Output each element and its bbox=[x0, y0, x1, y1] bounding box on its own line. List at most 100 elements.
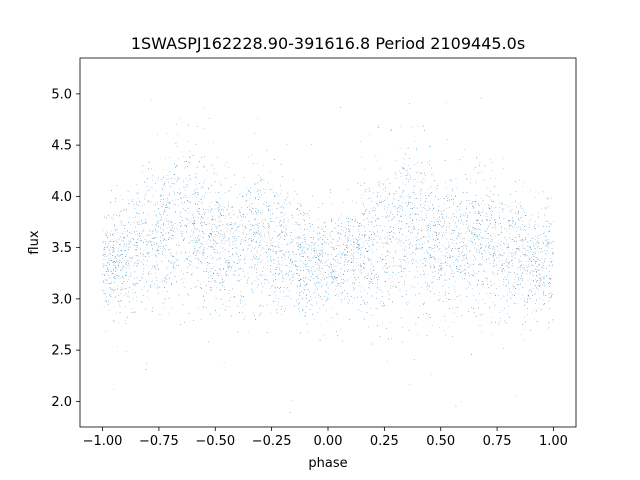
data-point bbox=[425, 276, 426, 278]
data-point bbox=[176, 228, 178, 229]
data-point bbox=[196, 268, 197, 269]
data-point bbox=[367, 281, 369, 282]
data-point bbox=[524, 255, 526, 256]
data-point bbox=[264, 283, 265, 285]
data-point bbox=[503, 211, 504, 213]
data-point bbox=[212, 263, 213, 264]
data-point bbox=[552, 254, 554, 255]
data-point bbox=[429, 254, 430, 255]
data-point bbox=[446, 217, 448, 218]
data-point bbox=[414, 185, 416, 186]
data-point bbox=[355, 268, 357, 270]
data-point bbox=[400, 126, 401, 127]
data-point bbox=[185, 258, 187, 259]
data-point bbox=[307, 228, 308, 230]
data-point bbox=[491, 254, 493, 255]
data-point bbox=[470, 241, 472, 242]
data-point bbox=[317, 275, 318, 277]
data-point bbox=[177, 225, 178, 226]
data-point bbox=[157, 264, 158, 265]
data-point bbox=[401, 214, 403, 216]
data-point bbox=[506, 230, 508, 232]
data-point bbox=[253, 258, 255, 259]
data-point bbox=[247, 239, 249, 241]
data-point bbox=[457, 261, 458, 263]
data-point bbox=[147, 244, 148, 245]
data-point bbox=[229, 306, 230, 307]
data-point bbox=[114, 251, 115, 252]
data-point bbox=[429, 146, 430, 147]
data-point bbox=[333, 281, 335, 283]
data-point bbox=[502, 248, 503, 250]
data-point bbox=[339, 252, 340, 254]
data-point bbox=[284, 278, 285, 280]
data-point bbox=[329, 264, 331, 265]
data-point bbox=[291, 239, 292, 240]
data-point bbox=[303, 280, 304, 281]
data-point bbox=[437, 273, 439, 275]
data-point bbox=[412, 245, 413, 246]
data-point bbox=[465, 233, 466, 234]
data-point bbox=[151, 255, 153, 256]
data-point bbox=[535, 224, 537, 225]
data-point bbox=[163, 169, 164, 170]
data-point bbox=[503, 243, 504, 245]
data-point bbox=[500, 247, 501, 249]
data-point bbox=[126, 264, 128, 265]
data-point bbox=[445, 295, 446, 296]
data-point bbox=[287, 290, 289, 292]
data-point bbox=[497, 245, 499, 247]
data-point bbox=[523, 266, 525, 268]
data-point bbox=[531, 214, 533, 216]
data-point bbox=[326, 296, 328, 298]
data-point bbox=[293, 198, 295, 200]
data-point bbox=[364, 234, 365, 236]
data-point bbox=[487, 215, 488, 217]
data-point bbox=[488, 246, 490, 247]
data-point bbox=[519, 202, 521, 203]
data-point bbox=[499, 312, 501, 313]
data-point bbox=[143, 271, 144, 272]
data-point bbox=[491, 205, 493, 207]
data-point bbox=[494, 236, 496, 237]
data-point bbox=[548, 231, 549, 232]
data-point bbox=[343, 265, 345, 267]
data-point bbox=[161, 203, 163, 205]
data-point bbox=[443, 330, 445, 332]
data-point bbox=[545, 221, 546, 222]
data-point bbox=[497, 250, 499, 251]
data-point bbox=[178, 205, 180, 206]
data-point bbox=[280, 220, 281, 222]
data-point bbox=[183, 278, 185, 279]
data-point bbox=[544, 231, 546, 233]
data-point bbox=[327, 270, 329, 271]
data-point bbox=[178, 295, 179, 297]
data-point bbox=[103, 280, 104, 281]
data-point bbox=[402, 224, 403, 226]
data-point bbox=[157, 244, 159, 246]
data-point bbox=[295, 264, 296, 265]
data-point bbox=[281, 314, 282, 315]
data-point bbox=[207, 170, 208, 171]
data-point bbox=[525, 302, 527, 303]
data-point bbox=[400, 244, 402, 246]
data-point bbox=[507, 222, 509, 224]
data-point bbox=[109, 287, 110, 288]
data-point bbox=[176, 260, 178, 261]
data-point bbox=[261, 292, 263, 293]
data-point bbox=[301, 278, 303, 280]
data-point bbox=[109, 233, 111, 235]
data-point bbox=[179, 211, 181, 213]
data-point bbox=[151, 168, 152, 169]
data-point bbox=[128, 240, 130, 241]
data-point bbox=[204, 108, 206, 109]
data-point bbox=[117, 261, 118, 263]
data-point bbox=[312, 305, 313, 306]
data-point bbox=[541, 208, 542, 210]
data-point bbox=[401, 195, 403, 197]
data-point bbox=[548, 243, 549, 245]
data-point bbox=[417, 239, 419, 240]
data-point bbox=[244, 259, 245, 261]
data-point bbox=[295, 301, 297, 302]
data-point bbox=[116, 278, 117, 279]
